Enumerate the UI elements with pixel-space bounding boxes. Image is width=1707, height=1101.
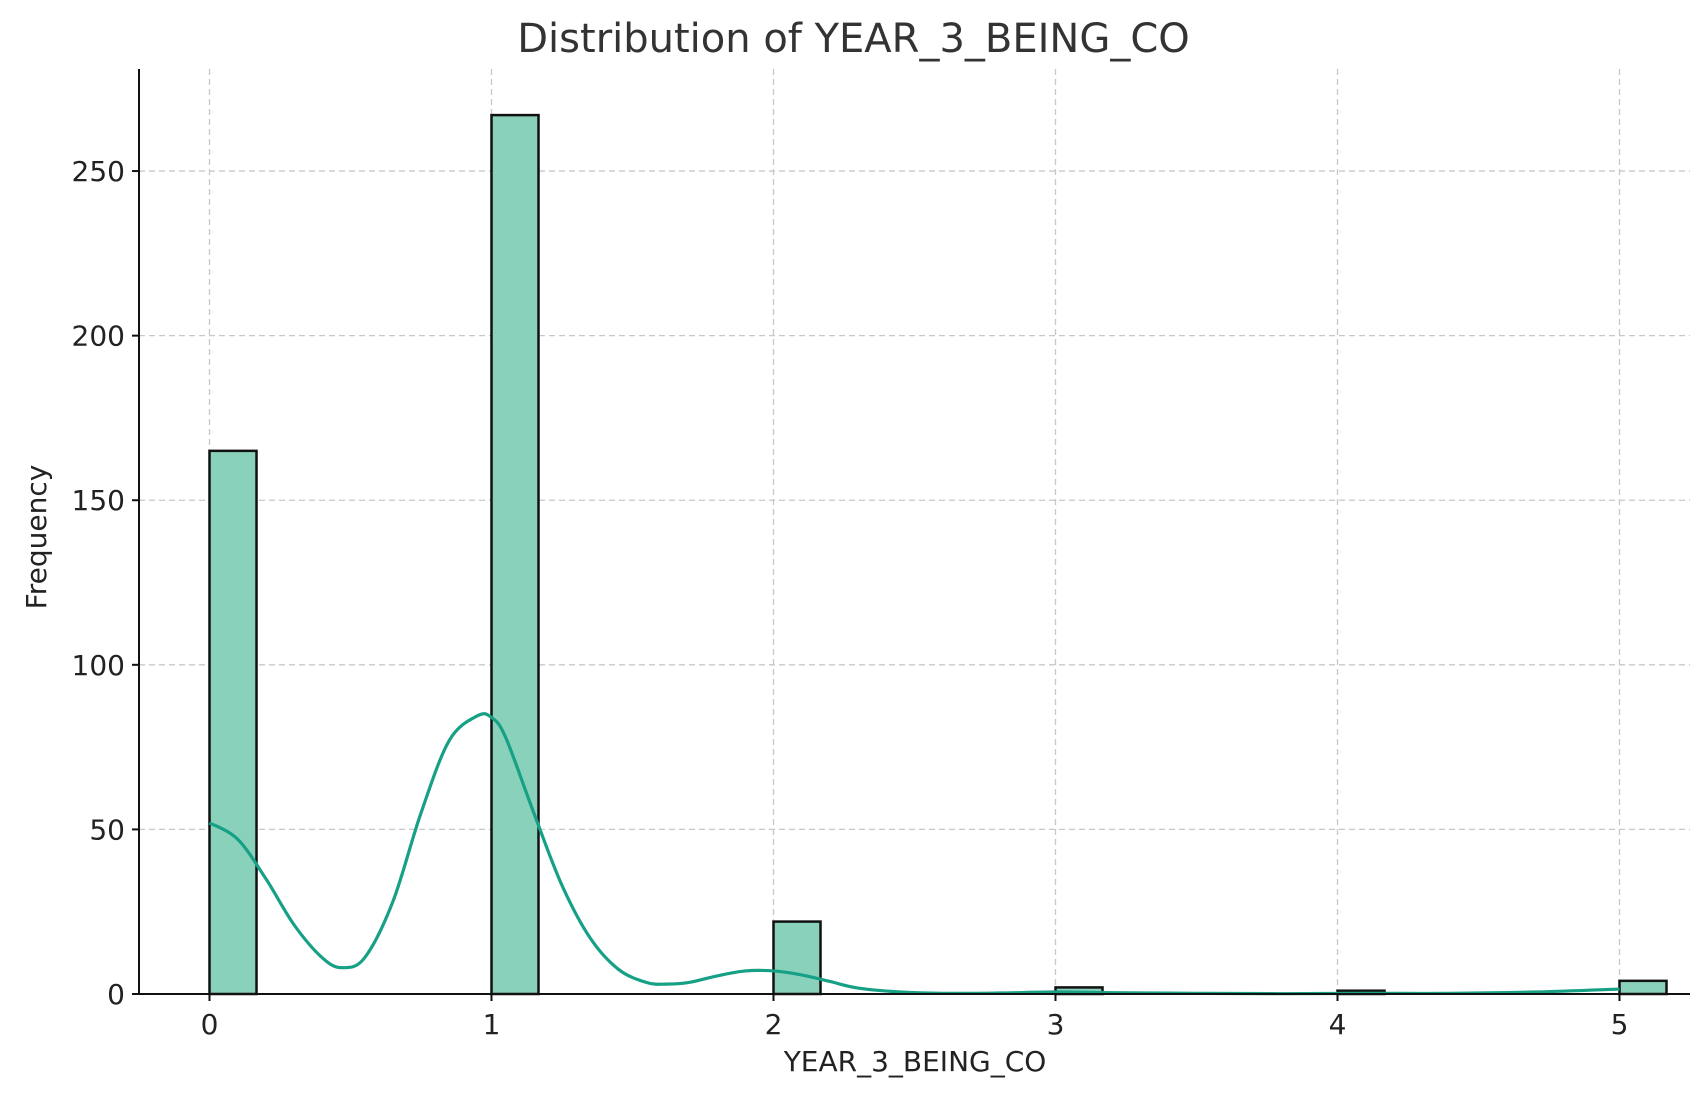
- x-tick-label: 0: [201, 1008, 219, 1041]
- y-tick-label: 0: [107, 978, 125, 1011]
- axes: [138, 69, 1690, 995]
- y-axis-label: Frequency: [20, 465, 53, 610]
- y-tick-label: 250: [72, 155, 125, 188]
- histogram-bar: [1618, 979, 1668, 996]
- chart-title: Distribution of YEAR_3_BEING_CO: [517, 16, 1190, 62]
- histogram-bar: [490, 113, 540, 996]
- x-tick-label: 2: [765, 1008, 783, 1041]
- x-tick-label: 3: [1047, 1008, 1065, 1041]
- histogram-bar: [208, 449, 258, 996]
- x-ticks: 0 1 2 3 4 5: [201, 994, 1629, 1041]
- y-tick-label: 50: [89, 813, 125, 846]
- bars: [208, 113, 1668, 996]
- x-tick-label: 4: [1329, 1008, 1347, 1041]
- grid-lines: [139, 69, 1690, 995]
- y-tick-label: 150: [72, 484, 125, 517]
- kde-line: [208, 712, 1620, 996]
- histogram-bar: [772, 920, 822, 996]
- y-tick-label: 100: [72, 649, 125, 682]
- y-tick-label: 200: [72, 320, 125, 353]
- kde-curve: [208, 712, 1620, 996]
- x-tick-label: 1: [483, 1008, 501, 1041]
- x-tick-label: 5: [1611, 1008, 1629, 1041]
- x-axis-label: YEAR_3_BEING_CO: [783, 1045, 1047, 1078]
- y-ticks: 0 50 100 150 200 250: [72, 155, 139, 1011]
